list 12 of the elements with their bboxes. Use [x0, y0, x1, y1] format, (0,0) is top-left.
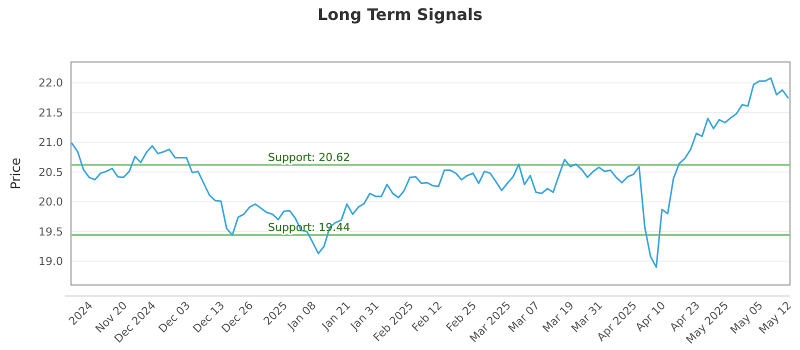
line-series: [71, 77, 789, 268]
y-tick-label: 20.0: [38, 196, 63, 209]
y-axis-title: Price: [9, 158, 24, 190]
ref-line-label: Support: 20.62: [268, 150, 350, 164]
y-tick-label: 21.5: [38, 106, 63, 120]
y-tick-label: 21.0: [38, 136, 63, 150]
chart-title: Long Term Signals: [317, 5, 483, 24]
x-tick-label: Dec 03: [156, 298, 193, 336]
y-tick-label: 20.5: [38, 166, 63, 179]
y-tick-label: 19.0: [38, 255, 63, 268]
y-tick-label: 22.0: [38, 76, 63, 90]
y-tick-label: 19.5: [38, 225, 63, 238]
